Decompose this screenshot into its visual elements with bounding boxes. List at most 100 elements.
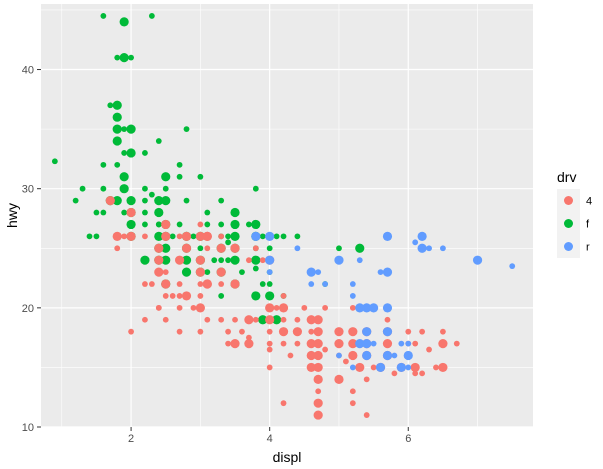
data-point-f [142,221,148,228]
data-point-4 [218,281,225,287]
data-point-4 [348,350,358,361]
data-point-4 [181,243,192,253]
data-point-4 [278,303,289,313]
data-point-4 [216,267,226,277]
data-point-r [308,281,315,287]
data-point-f [162,185,169,192]
data-point-4 [218,233,225,240]
data-point-4 [315,388,322,395]
data-point-4 [176,233,183,240]
data-point-f [100,185,107,192]
data-point-f [251,291,261,301]
data-point-f [142,185,148,192]
data-point-4 [334,338,344,349]
data-point-f [230,231,240,241]
data-point-4 [313,410,323,420]
data-point-r [426,245,432,252]
data-point-4 [128,328,134,335]
data-point-4 [105,196,115,206]
data-point-4 [142,233,148,240]
data-point-4 [433,364,439,371]
data-point-r [403,350,413,361]
data-point-f [119,53,129,63]
data-point-4 [306,350,316,361]
data-point-f [161,243,171,253]
data-point-4 [313,315,323,325]
data-point-r [382,303,393,313]
data-point-f [148,191,155,198]
data-point-4 [245,257,252,264]
data-points [51,13,516,420]
legend: drv 4 fr [557,169,592,258]
minor-gridlines [41,4,533,427]
data-point-4 [265,315,275,325]
data-point-4 [195,231,205,241]
data-point-4 [154,267,164,277]
data-point-r [398,340,405,347]
data-point-f [140,255,150,265]
data-point-r [405,340,412,347]
data-point-r [265,255,275,265]
data-point-4 [161,231,171,241]
data-point-4 [292,327,302,337]
data-point-r [382,327,393,337]
data-point-r [349,364,356,371]
data-point-4 [218,316,225,323]
data-point-4 [438,362,448,373]
data-point-f [239,269,245,275]
data-point-4 [313,362,323,373]
data-point-f [181,255,192,265]
data-point-r [362,303,372,313]
data-point-4 [197,293,204,299]
data-point-f [251,255,261,265]
data-point-r [334,255,344,265]
data-point-r [396,362,406,373]
data-point-4 [334,374,344,384]
data-point-f [225,257,231,264]
data-point-4 [266,346,273,353]
data-point-4 [370,364,377,371]
data-point-r [362,327,372,337]
data-point-4 [126,207,136,218]
data-point-f [142,150,148,156]
x-axis-title: displ [273,449,302,465]
data-point-4 [412,340,419,347]
data-point-f [112,196,122,206]
data-point-4 [306,362,316,373]
data-point-4 [410,362,420,373]
data-point-f [336,245,342,252]
data-point-4 [202,231,212,241]
data-point-f [258,315,268,325]
data-point-r [265,231,275,241]
data-point-4 [195,255,205,265]
data-point-4 [225,328,231,335]
data-point-r [412,239,419,246]
legend-key-f [564,219,573,228]
data-point-4 [216,243,226,253]
data-point-r [362,350,372,361]
data-point-4 [313,374,323,384]
data-point-f [169,233,176,240]
data-point-4 [169,293,176,299]
data-point-4 [176,281,183,287]
data-point-4 [126,231,136,241]
data-point-r [349,293,356,299]
data-point-4 [202,279,212,289]
data-point-4 [348,338,358,349]
data-point-f [154,231,164,241]
data-point-4 [230,243,240,253]
data-point-f [155,221,162,228]
data-point-f [128,54,134,61]
data-point-r [306,267,316,277]
data-point-4 [195,267,205,277]
data-point-f [218,257,225,264]
data-point-f [259,233,266,240]
data-point-r [382,350,393,361]
data-point-f [273,233,280,240]
data-point-4 [197,221,204,228]
data-point-4 [112,231,122,241]
data-point-f [251,219,261,230]
data-point-f [272,315,282,325]
data-point-f [79,185,86,192]
data-point-f [100,13,107,19]
